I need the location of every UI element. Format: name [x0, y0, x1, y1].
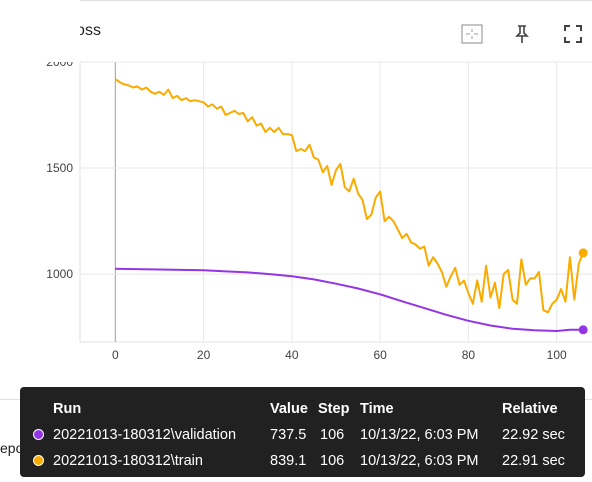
row-relative: 22.92 sec — [502, 427, 565, 443]
tooltip-row: 20221013-180312\train 839.1 106 10/13/22… — [20, 449, 585, 473]
y-tick-label: 1000 — [46, 267, 73, 281]
x-tick-label: 40 — [285, 348, 299, 362]
tooltip-header-row: Run Value Step Time Relative — [20, 397, 585, 421]
header-time: Time — [360, 401, 394, 417]
series-line — [114, 78, 585, 314]
series-endpoint — [578, 325, 588, 335]
row-time: 10/13/22, 6:03 PM — [360, 427, 479, 443]
header-relative: Relative — [502, 401, 558, 417]
loss-chart[interactable]: 020406080100100015002000 — [0, 0, 592, 400]
series-color-dot — [33, 455, 44, 466]
series-endpoint — [578, 248, 588, 258]
row-run: 20221013-180312\validation — [53, 427, 237, 443]
header-step: Step — [318, 401, 350, 417]
header-value: Value — [270, 401, 308, 417]
x-tick-label: 0 — [112, 348, 119, 362]
series-line — [115, 267, 584, 332]
x-tick-label: 20 — [197, 348, 211, 362]
row-step: 106 — [320, 427, 345, 443]
x-tick-label: 80 — [462, 348, 476, 362]
x-tick-label: 100 — [547, 348, 567, 362]
pin-icon[interactable] — [510, 22, 534, 46]
fullscreen-icon[interactable] — [561, 22, 585, 46]
label-mask — [0, 0, 80, 62]
row-run: 20221013-180312\train — [53, 453, 203, 469]
run-tooltip: Run Value Step Time Relative 20221013-18… — [20, 387, 585, 477]
tooltip-row: 20221013-180312\validation 737.5 106 10/… — [20, 423, 585, 447]
row-value: 839.1 — [270, 453, 307, 469]
fit-domain-icon[interactable] — [460, 22, 484, 46]
row-value: 737.5 — [270, 427, 307, 443]
x-tick-label: 60 — [373, 348, 387, 362]
chart-card — [0, 0, 592, 1]
row-time: 10/13/22, 6:03 PM — [360, 453, 479, 469]
header-run: Run — [53, 401, 82, 417]
y-tick-label: 1500 — [46, 161, 73, 175]
row-relative: 22.91 sec — [502, 453, 565, 469]
row-step: 106 — [320, 453, 345, 469]
series-color-dot — [33, 429, 44, 440]
